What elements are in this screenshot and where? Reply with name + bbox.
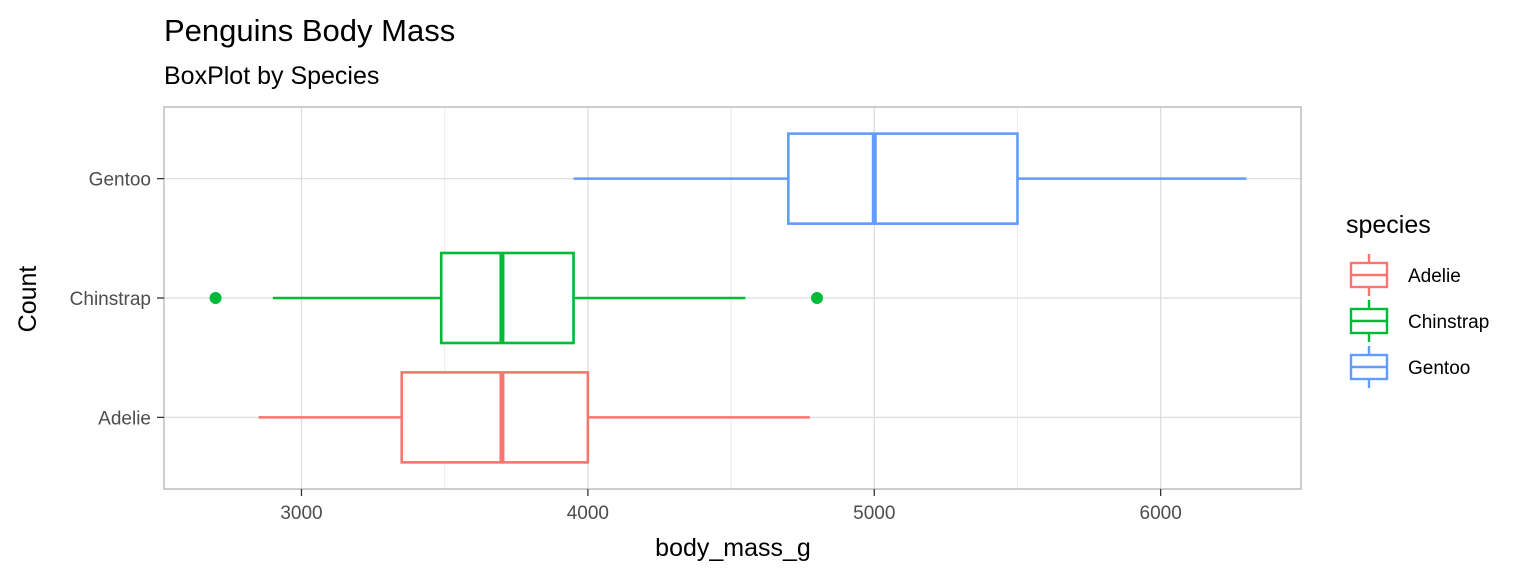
legend-label: Gentoo: [1408, 358, 1470, 379]
legend-item-adelie: Adelie: [1349, 254, 1461, 296]
x-axis-title: body_mass_g: [655, 534, 811, 562]
box-iqr: [400, 371, 590, 464]
chart-subtitle: BoxPlot by Species: [164, 62, 379, 90]
x-tick-label: 6000: [1140, 503, 1182, 524]
box-iqr: [787, 132, 1019, 225]
legend-label: Adelie: [1408, 266, 1461, 287]
legend: species Adelie Chinstrap Gentoo: [1346, 211, 1489, 388]
legend-item-chinstrap: Chinstrap: [1349, 300, 1489, 342]
x-tick-label: 4000: [567, 503, 609, 524]
legend-title: species: [1346, 211, 1431, 239]
x-tick-label: 3000: [280, 503, 322, 524]
plot-area: 3000 4000 5000 6000 Adelie Chinstrap Gentoo: [70, 106, 1302, 524]
outlier-point: [209, 292, 222, 304]
y-tick-label: Gentoo: [89, 170, 151, 191]
y-tick-label: Adelie: [98, 408, 151, 429]
y-tick-label: Chinstrap: [70, 289, 151, 310]
box-gentoo: [573, 132, 1247, 225]
legend-item-gentoo: Gentoo: [1349, 346, 1470, 388]
chart-title: Penguins Body Mass: [164, 13, 455, 48]
box-iqr: [439, 251, 575, 345]
legend-label: Chinstrap: [1408, 312, 1489, 333]
box-adelie: [258, 371, 810, 464]
outlier-point: [810, 292, 823, 304]
box-chinstrap: [209, 251, 823, 345]
x-tick-label: 5000: [853, 503, 895, 524]
y-axis-title: Count: [14, 266, 42, 333]
